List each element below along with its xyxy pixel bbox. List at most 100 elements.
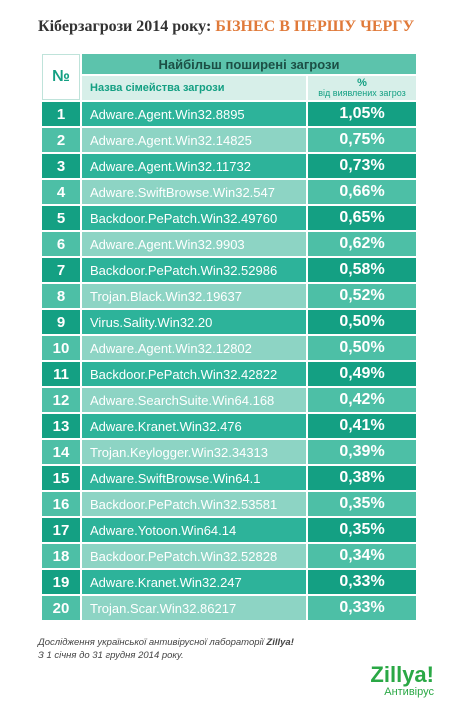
row-number: 8 <box>42 284 80 308</box>
table-row: 20 Trojan.Scar.Win32.86217 0,33% <box>42 596 416 620</box>
row-number: 1 <box>42 102 80 126</box>
table-row: 6 Adware.Agent.Win32.9903 0,62% <box>42 232 416 256</box>
row-number: 12 <box>42 388 80 412</box>
table-row: 9 Virus.Sality.Win32.20 0,50% <box>42 310 416 334</box>
threat-percent: 0,33% <box>308 570 416 594</box>
table-row: 3 Adware.Agent.Win32.11732 0,73% <box>42 154 416 178</box>
threat-percent: 0,65% <box>308 206 416 230</box>
table-row: 11 Backdoor.PePatch.Win32.42822 0,49% <box>42 362 416 386</box>
logo: Zillya! Антивірус <box>370 662 434 698</box>
table-row: 7 Backdoor.PePatch.Win32.52986 0,58% <box>42 258 416 282</box>
threat-percent: 0,58% <box>308 258 416 282</box>
table-row: 4 Adware.SwiftBrowse.Win32.547 0,66% <box>42 180 416 204</box>
threat-percent: 0,49% <box>308 362 416 386</box>
table-row: 19 Adware.Kranet.Win32.247 0,33% <box>42 570 416 594</box>
row-number: 17 <box>42 518 80 542</box>
threat-name: Trojan.Keylogger.Win32.34313 <box>82 440 306 464</box>
row-number: 18 <box>42 544 80 568</box>
table-row: 17 Adware.Yotoon.Win64.14 0,35% <box>42 518 416 542</box>
threat-percent: 0,34% <box>308 544 416 568</box>
table-body: 1 Adware.Agent.Win32.8895 1,05% 2 Adware.Age… <box>42 102 416 620</box>
row-number: 10 <box>42 336 80 360</box>
threat-name: Backdoor.PePatch.Win32.52986 <box>82 258 306 282</box>
header-sub: Назва сімейства загрози % від виявлених з… <box>82 76 416 100</box>
threat-name: Adware.Agent.Win32.12802 <box>82 336 306 360</box>
threat-name: Backdoor.PePatch.Win32.42822 <box>82 362 306 386</box>
threat-name: Adware.Agent.Win32.11732 <box>82 154 306 178</box>
row-number: 16 <box>42 492 80 516</box>
row-number: 4 <box>42 180 80 204</box>
row-number: 7 <box>42 258 80 282</box>
header-percent-note: від виявлених загроз <box>318 88 406 98</box>
threat-name: Adware.Agent.Win32.14825 <box>82 128 306 152</box>
table-row: 12 Adware.SearchSuite.Win64.168 0,42% <box>42 388 416 412</box>
header-right: Найбільш поширені загрози Назва сімейств… <box>82 54 416 100</box>
logo-name: Zillya! <box>370 662 434 687</box>
header-name: Назва сімейства загрози <box>82 76 306 100</box>
threat-percent: 0,62% <box>308 232 416 256</box>
threat-percent: 0,39% <box>308 440 416 464</box>
threat-name: Backdoor.PePatch.Win32.53581 <box>82 492 306 516</box>
table-row: 13 Adware.Kranet.Win32.476 0,41% <box>42 414 416 438</box>
threat-name: Adware.Kranet.Win32.247 <box>82 570 306 594</box>
row-number: 15 <box>42 466 80 490</box>
row-number: 11 <box>42 362 80 386</box>
threat-percent: 0,66% <box>308 180 416 204</box>
threat-percent: 0,42% <box>308 388 416 412</box>
title-highlight: БІЗНЕС В ПЕРШУ ЧЕРГУ <box>215 18 415 35</box>
threat-percent: 0,75% <box>308 128 416 152</box>
row-number: 19 <box>42 570 80 594</box>
threat-percent: 0,33% <box>308 596 416 620</box>
header-group: Найбільш поширені загрози <box>82 54 416 74</box>
header-number: № <box>42 54 80 100</box>
threat-name: Backdoor.PePatch.Win32.52828 <box>82 544 306 568</box>
table-row: 18 Backdoor.PePatch.Win32.52828 0,34% <box>42 544 416 568</box>
header-percent: % від виявлених загроз <box>308 76 416 100</box>
footer-brand: Zillya! <box>266 637 294 648</box>
header-percent-sign: % <box>357 77 367 89</box>
table-row: 5 Backdoor.PePatch.Win32.49760 0,65% <box>42 206 416 230</box>
row-number: 9 <box>42 310 80 334</box>
table-row: 2 Adware.Agent.Win32.14825 0,75% <box>42 128 416 152</box>
row-number: 13 <box>42 414 80 438</box>
threat-percent: 0,35% <box>308 518 416 542</box>
title: Кіберзагрози 2014 року: БІЗНЕС В ПЕРШУ Ч… <box>38 18 414 36</box>
threat-percent: 1,05% <box>308 102 416 126</box>
threat-name: Adware.Agent.Win32.8895 <box>82 102 306 126</box>
threat-name: Virus.Sality.Win32.20 <box>82 310 306 334</box>
threat-percent: 0,41% <box>308 414 416 438</box>
row-number: 20 <box>42 596 80 620</box>
threat-percent: 0,50% <box>308 310 416 334</box>
threat-name: Backdoor.PePatch.Win32.49760 <box>82 206 306 230</box>
row-number: 5 <box>42 206 80 230</box>
logo-sub: Антивірус <box>384 686 434 698</box>
table-row: 1 Adware.Agent.Win32.8895 1,05% <box>42 102 416 126</box>
threat-name: Adware.SwiftBrowse.Win32.547 <box>82 180 306 204</box>
threat-name: Adware.SwiftBrowse.Win64.1 <box>82 466 306 490</box>
table: № Найбільш поширені загрози Назва сімейс… <box>42 54 416 622</box>
footer-line1: Дослідження української антивірусної лаб… <box>38 637 267 648</box>
row-number: 2 <box>42 128 80 152</box>
threat-name: Adware.Kranet.Win32.476 <box>82 414 306 438</box>
threat-name: Trojan.Scar.Win32.86217 <box>82 596 306 620</box>
table-row: 16 Backdoor.PePatch.Win32.53581 0,35% <box>42 492 416 516</box>
threat-name: Adware.SearchSuite.Win64.168 <box>82 388 306 412</box>
threat-percent: 0,38% <box>308 466 416 490</box>
footer-line2: З 1 січня до 31 грудня 2014 року. <box>38 650 184 661</box>
threat-name: Trojan.Black.Win32.19637 <box>82 284 306 308</box>
threat-percent: 0,35% <box>308 492 416 516</box>
row-number: 14 <box>42 440 80 464</box>
row-number: 3 <box>42 154 80 178</box>
table-row: 8 Trojan.Black.Win32.19637 0,52% <box>42 284 416 308</box>
footer: Дослідження української антивірусної лаб… <box>38 636 294 662</box>
threat-percent: 0,50% <box>308 336 416 360</box>
threat-percent: 0,52% <box>308 284 416 308</box>
table-row: 15 Adware.SwiftBrowse.Win64.1 0,38% <box>42 466 416 490</box>
threat-name: Adware.Yotoon.Win64.14 <box>82 518 306 542</box>
threat-percent: 0,73% <box>308 154 416 178</box>
title-main: Кіберзагрози 2014 року: <box>38 18 212 35</box>
threat-name: Adware.Agent.Win32.9903 <box>82 232 306 256</box>
row-number: 6 <box>42 232 80 256</box>
table-header: № Найбільш поширені загрози Назва сімейс… <box>42 54 416 100</box>
